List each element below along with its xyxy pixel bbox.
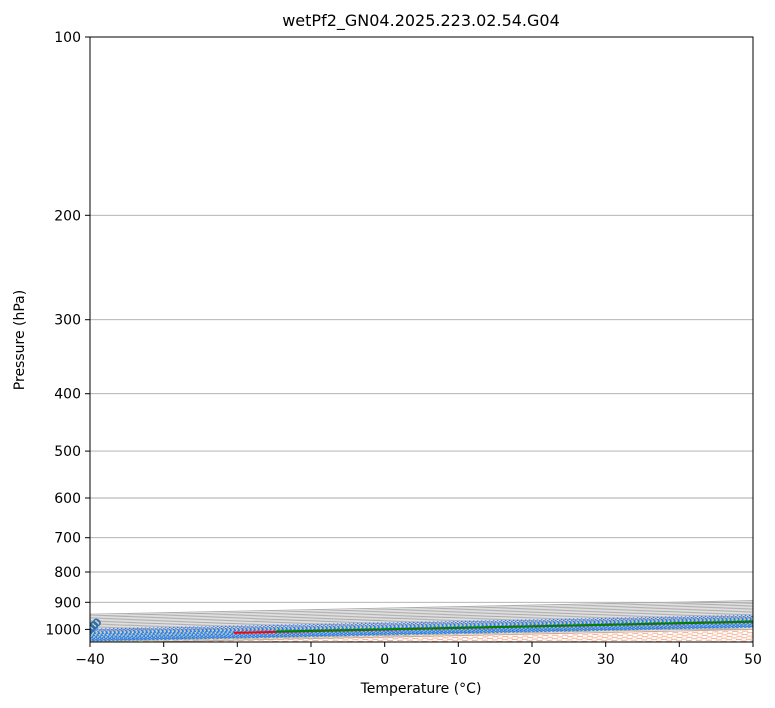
y-tick-label: 1000 bbox=[45, 622, 81, 638]
y-tick-label: 200 bbox=[54, 208, 81, 224]
mixing-ratio-line bbox=[90, 615, 753, 631]
axis-ticks: −40 −30 −20 −10 0 10 20 30 40 50 1000 900 800 700 600 5… bbox=[45, 30, 762, 668]
x-tick-label: 10 bbox=[449, 652, 467, 668]
x-tick-label: −20 bbox=[223, 652, 253, 668]
y-tick-label: 400 bbox=[54, 387, 81, 403]
plot-area: 0.10.20.40.611.52346810131620253036-100-… bbox=[90, 37, 753, 642]
y-tick-label: 900 bbox=[54, 595, 81, 611]
y-tick-label: 800 bbox=[54, 565, 81, 581]
y-tick-label: 500 bbox=[54, 444, 81, 460]
x-axis-title: Temperature (°C) bbox=[360, 681, 482, 697]
x-tick-label: −10 bbox=[296, 652, 326, 668]
x-tick-label: 40 bbox=[670, 652, 688, 668]
y-tick-label: 600 bbox=[54, 491, 81, 507]
chart-title: wetPf2_GN04.2025.223.02.54.G04 bbox=[282, 11, 560, 31]
x-tick-label: 20 bbox=[523, 652, 541, 668]
y-tick-label: 100 bbox=[54, 30, 81, 46]
y-axis-title: Pressure (hPa) bbox=[12, 290, 28, 390]
x-tick-label: −30 bbox=[149, 652, 179, 668]
x-tick-label: 0 bbox=[380, 652, 389, 668]
x-tick-label: 50 bbox=[744, 652, 762, 668]
mixing-ratio-line bbox=[90, 617, 753, 633]
x-tick-label: −40 bbox=[75, 652, 105, 668]
y-tick-label: 300 bbox=[54, 313, 81, 329]
y-tick-label: 700 bbox=[54, 531, 81, 547]
plot-frame bbox=[89, 36, 754, 643]
x-tick-label: 30 bbox=[597, 652, 615, 668]
mixing-ratio-line bbox=[90, 616, 753, 632]
